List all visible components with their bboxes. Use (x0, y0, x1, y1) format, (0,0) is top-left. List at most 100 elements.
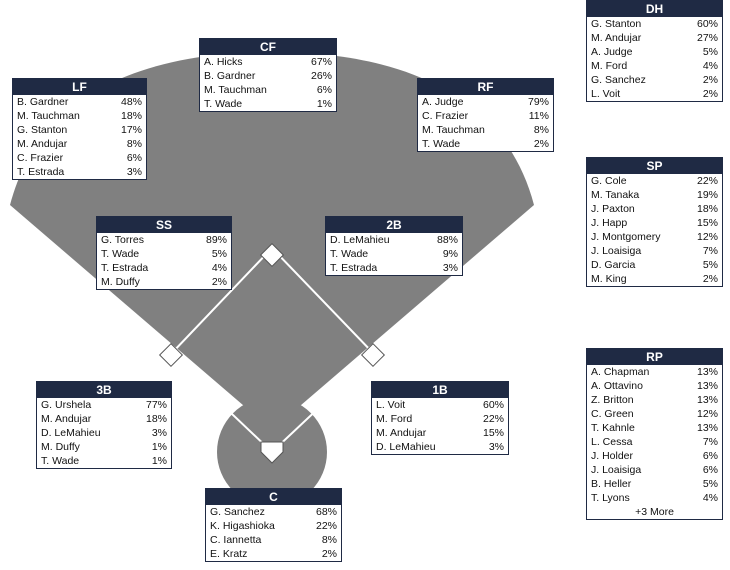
player-row: C. Frazier 6% (13, 151, 146, 165)
player-row: J. Montgomery 12% (587, 230, 722, 244)
player-row: T. Wade 2% (418, 137, 553, 151)
player-percent: 6% (702, 450, 718, 462)
player-row: L. Voit 2% (587, 87, 722, 101)
player-percent: 5% (702, 259, 718, 271)
player-name: J. Paxton (591, 203, 635, 215)
player-row: Z. Britton 13% (587, 393, 722, 407)
player-row: C. Green 12% (587, 407, 722, 421)
player-percent: 48% (120, 96, 142, 108)
player-percent: 13% (696, 422, 718, 434)
position-label: CF (200, 39, 336, 55)
player-percent: 18% (145, 413, 167, 425)
position-box-3b: 3B G. Urshela 77% M. Andujar 18% D. LeMahieu 3… (36, 381, 172, 469)
player-percent: 15% (482, 427, 504, 439)
player-name: T. Wade (204, 98, 243, 110)
player-name: M. Andujar (591, 32, 642, 44)
player-percent: 3% (151, 427, 167, 439)
player-name: J. Holder (591, 450, 634, 462)
player-name: G. Urshela (41, 399, 92, 411)
player-percent: 68% (315, 506, 337, 518)
player-name: M. Andujar (376, 427, 427, 439)
player-name: J. Happ (591, 217, 628, 229)
player-percent: 77% (145, 399, 167, 411)
player-row: M. Ford 22% (372, 412, 508, 426)
player-name: M. Andujar (41, 413, 92, 425)
player-name: B. Heller (591, 478, 632, 490)
player-row: D. LeMahieu 3% (372, 440, 508, 454)
position-box-sp: SP G. Cole 22% M. Tanaka 19% J. Paxton 18% J. H… (586, 157, 723, 287)
player-row: M. Tanaka 19% (587, 188, 722, 202)
player-percent: 2% (211, 276, 227, 288)
player-percent: 15% (696, 217, 718, 229)
position-label: 1B (372, 382, 508, 398)
player-row: M. King 2% (587, 272, 722, 286)
position-label: C (206, 489, 341, 505)
player-row: G. Stanton 17% (13, 123, 146, 137)
player-percent: 5% (211, 248, 227, 260)
player-name: A. Judge (591, 46, 633, 58)
player-name: M. Duffy (41, 441, 80, 453)
position-box-cf: CF A. Hicks 67% B. Gardner 26% M. Tauchman 6% T… (199, 38, 337, 112)
player-row: M. Andujar 15% (372, 426, 508, 440)
player-row: T. Wade 5% (97, 247, 231, 261)
player-row: G. Sanchez 2% (587, 73, 722, 87)
player-percent: 26% (310, 70, 332, 82)
player-percent: 2% (702, 273, 718, 285)
player-name: G. Stanton (17, 124, 68, 136)
player-name: D. LeMahieu (376, 441, 436, 453)
player-row: J. Holder 6% (587, 449, 722, 463)
player-percent: 1% (151, 455, 167, 467)
player-percent: 88% (436, 234, 458, 246)
player-name: M. Ford (376, 413, 413, 425)
player-name: T. Wade (330, 248, 369, 260)
first-base (360, 342, 386, 368)
position-label: DH (587, 1, 722, 17)
player-row: M. Duffy 2% (97, 275, 231, 289)
player-name: T. Lyons (591, 492, 630, 504)
player-percent: 3% (126, 166, 142, 178)
player-percent: 1% (151, 441, 167, 453)
player-row: J. Happ 15% (587, 216, 722, 230)
player-percent: 3% (442, 262, 458, 274)
position-label: RP (587, 349, 722, 365)
player-row: T. Lyons 4% (587, 491, 722, 505)
player-row: T. Kahnle 13% (587, 421, 722, 435)
player-percent: 22% (696, 175, 718, 187)
position-label: SS (97, 217, 231, 233)
player-percent: 27% (696, 32, 718, 44)
player-row: D. LeMahieu 3% (37, 426, 171, 440)
player-name: G. Sanchez (591, 74, 646, 86)
second-base (259, 242, 285, 268)
player-name: M. Tauchman (17, 110, 80, 122)
player-row: M. Andujar 8% (13, 137, 146, 151)
player-name: G. Cole (591, 175, 627, 187)
player-percent: 2% (702, 88, 718, 100)
player-row: B. Gardner 48% (13, 95, 146, 109)
player-name: M. Ford (591, 60, 628, 72)
player-name: T. Estrada (330, 262, 378, 274)
player-name: M. Tanaka (591, 189, 640, 201)
player-name: C. Iannetta (210, 534, 262, 546)
more-link[interactable]: +3 More (635, 506, 674, 518)
player-name: T. Kahnle (591, 422, 635, 434)
player-percent: 18% (696, 203, 718, 215)
player-percent: 2% (533, 138, 549, 150)
player-name: T. Estrada (17, 166, 65, 178)
player-row: A. Ottavino 13% (587, 379, 722, 393)
player-percent: 3% (488, 441, 504, 453)
position-label: LF (13, 79, 146, 95)
player-percent: 4% (702, 492, 718, 504)
player-row: M. Tauchman 6% (200, 83, 336, 97)
position-box-c: C G. Sanchez 68% K. Higashioka 22% C. Iannett… (205, 488, 342, 562)
player-percent: 12% (696, 231, 718, 243)
player-name: L. Voit (591, 88, 621, 100)
player-row: A. Hicks 67% (200, 55, 336, 69)
player-row: T. Wade 1% (200, 97, 336, 111)
player-row: A. Judge 79% (418, 95, 553, 109)
player-name: A. Chapman (591, 366, 650, 378)
player-row: D. LeMahieu 88% (326, 233, 462, 247)
player-name: A. Judge (422, 96, 464, 108)
player-percent: 2% (321, 548, 337, 560)
player-row: T. Estrada 3% (326, 261, 462, 275)
player-percent: 89% (205, 234, 227, 246)
